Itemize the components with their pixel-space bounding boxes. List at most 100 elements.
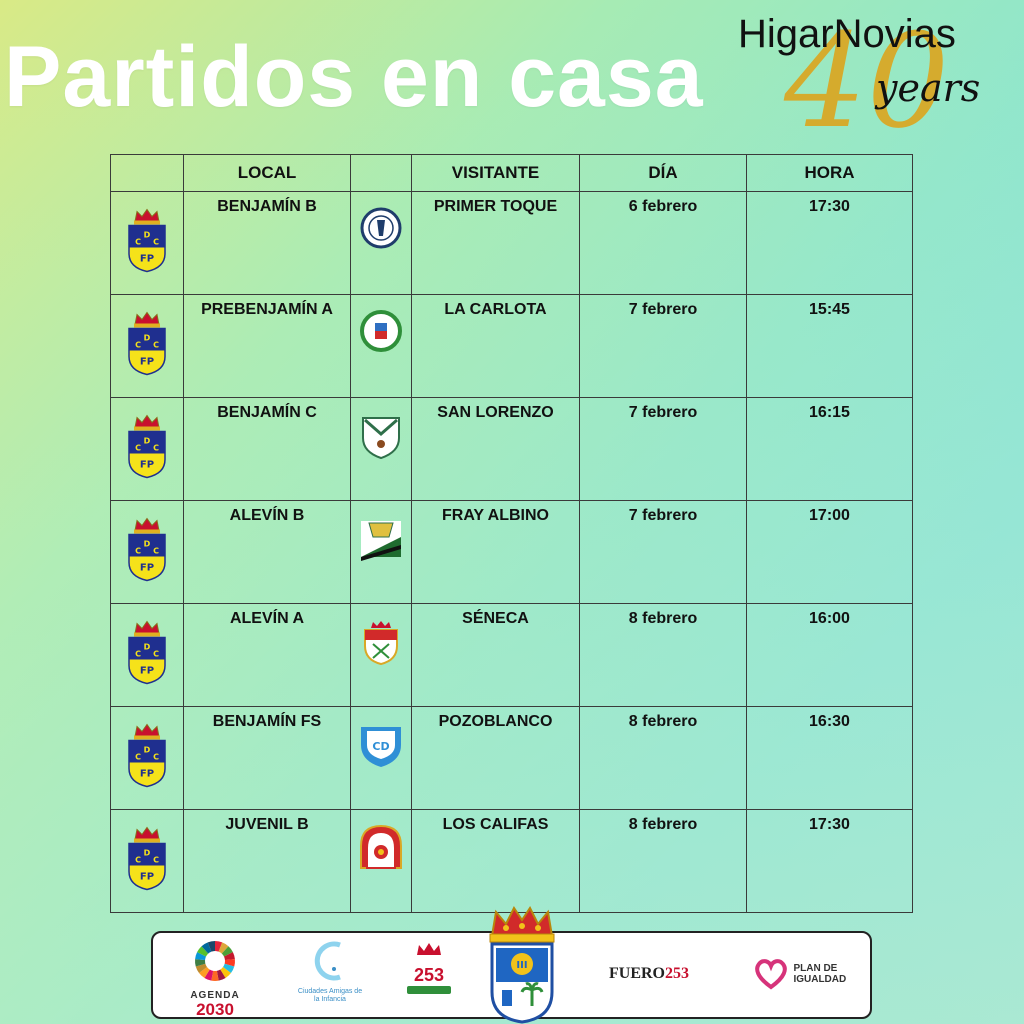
svg-text:C: C [135, 547, 141, 556]
svg-text:C: C [135, 650, 141, 659]
visitor-team: FRAY ALBINO [411, 500, 580, 604]
visitor-team: LOS CALIFAS [411, 809, 580, 913]
ciudades-label: Ciudades Amigas de la Infancia [297, 988, 363, 1004]
table-row: D C C FP ALEVÍN B FRAY ALBINO 7 febrero 17:… [110, 500, 913, 604]
match-day: 7 febrero [579, 294, 747, 398]
svg-text:C: C [153, 444, 159, 453]
pozoblanco-crest-icon: CD [361, 727, 401, 767]
municipal-emblem-icon: III [489, 906, 555, 1024]
home-crest-cell: D C C FP [110, 191, 184, 295]
brand-forty: 40 [784, 5, 950, 157]
match-time: 16:00 [746, 603, 913, 707]
match-day: 8 febrero [579, 809, 747, 913]
header-local-crest [110, 154, 184, 192]
match-day: 6 febrero [579, 191, 747, 295]
local-team: ALEVÍN B [183, 500, 351, 604]
visitor-team: SÉNECA [411, 603, 580, 707]
home-crest-cell: D C C FP [110, 809, 184, 913]
svg-text:FP: FP [140, 460, 154, 471]
svg-text:FP: FP [140, 563, 154, 574]
small-crown-icon [417, 943, 441, 955]
visitor-crest-cell [350, 294, 412, 398]
agenda-2030-logo: AGENDA 2030 [183, 939, 247, 1018]
table-row: D C C FP JUVENIL B LOS CALIFAS 8 febrero 17… [110, 809, 913, 913]
ciudades-amigas-logo: Ciudades Amigas de la Infancia [295, 939, 365, 1004]
match-day: 7 febrero [579, 500, 747, 604]
table-row: D C C FP ALEVÍN A SÉNECA 8 febrero 16:00 [110, 603, 913, 707]
svg-text:D: D [144, 746, 151, 755]
visitor-team: SAN LORENZO [411, 397, 580, 501]
home-crest-cell: D C C FP [110, 397, 184, 501]
svg-text:D: D [144, 437, 151, 446]
svg-text:D: D [144, 849, 151, 858]
brand-logo: 40 HigarNovias years [736, 6, 1020, 166]
home-crest-cell: D C C FP [110, 500, 184, 604]
svg-text:D: D [144, 334, 151, 343]
match-schedule-table: LOCAL VISITANTE DÍA HORA D C C FP BENJAM… [110, 154, 913, 913]
ciudades-c-icon [314, 941, 341, 981]
local-team: BENJAMÍN B [183, 191, 351, 295]
svg-text:D: D [144, 540, 151, 549]
cdfp-shield-icon: D C C FP [128, 208, 166, 273]
svg-text:CD: CD [372, 740, 389, 753]
svg-text:D: D [144, 643, 151, 652]
svg-text:C: C [135, 753, 141, 762]
svg-text:C: C [135, 856, 141, 865]
cdfp-shield-icon: D C C FP [128, 723, 166, 788]
match-day: 8 febrero [579, 706, 747, 810]
visitor-crest-cell [350, 500, 412, 604]
home-crest-cell: D C C FP [110, 706, 184, 810]
visitor-crest-cell [350, 603, 412, 707]
header-dia: DÍA [579, 154, 747, 192]
fuero-text: FUERO [609, 965, 665, 982]
match-time: 15:45 [746, 294, 913, 398]
visitor-crest-cell [350, 809, 412, 913]
anniversary-logo: 253 [401, 941, 457, 1003]
header-hora: HORA [746, 154, 913, 192]
fray-albino-crest-icon [361, 521, 401, 561]
san-lorenzo-crest-icon [362, 417, 400, 460]
svg-text:C: C [153, 341, 159, 350]
cdfp-shield-icon: D C C FP [128, 620, 166, 685]
visitor-team: LA CARLOTA [411, 294, 580, 398]
home-crest-cell: D C C FP [110, 603, 184, 707]
svg-text:C: C [135, 238, 141, 247]
svg-text:III: III [516, 960, 527, 971]
anniversary-ribbon-icon [407, 986, 451, 994]
brand-years: years [876, 66, 981, 110]
local-team: PREBENJAMÍN A [183, 294, 351, 398]
match-day: 7 febrero [579, 397, 747, 501]
visitor-crest-cell [350, 397, 412, 501]
header-visitor-crest [350, 154, 412, 192]
local-team: BENJAMÍN FS [183, 706, 351, 810]
svg-text:C: C [153, 650, 159, 659]
table-row: D C C FP BENJAMÍN C SAN LORENZO 7 febrero 1… [110, 397, 913, 501]
cdfp-shield-icon: D C C FP [128, 414, 166, 479]
svg-text:FP: FP [140, 872, 154, 883]
equality-heart-icon [755, 959, 787, 990]
sdg-wheel-icon [195, 941, 235, 981]
page-title: Partidos en casa [4, 29, 704, 125]
match-time: 16:15 [746, 397, 913, 501]
svg-text:FP: FP [140, 769, 154, 780]
fuero-number: 253 [665, 965, 689, 982]
plan-igualdad-logo: PLAN DE IGUALDAD [753, 957, 855, 991]
visitor-crest-cell [350, 191, 412, 295]
svg-text:FP: FP [140, 666, 154, 677]
match-time: 16:30 [746, 706, 913, 810]
svg-text:FP: FP [140, 254, 154, 265]
plan-igualdad-text: PLAN DE IGUALDAD [793, 963, 847, 985]
svg-text:C: C [153, 753, 159, 762]
svg-text:FP: FP [140, 357, 154, 368]
home-crest-cell: D C C FP [110, 294, 184, 398]
agenda-year: 2030 [196, 1000, 234, 1019]
match-time: 17:30 [746, 191, 913, 295]
anniversary-number: 253 [413, 965, 445, 985]
la-carlota-crest-icon [360, 310, 402, 352]
cdfp-shield-icon: D C C FP [128, 826, 166, 891]
svg-text:C: C [153, 856, 159, 865]
table-row: D C C FP BENJAMÍN B PRIMER TOQUE 6 febrero… [110, 191, 913, 295]
cdfp-shield-icon: D C C FP [128, 517, 166, 582]
match-time: 17:00 [746, 500, 913, 604]
svg-text:C: C [153, 238, 159, 247]
